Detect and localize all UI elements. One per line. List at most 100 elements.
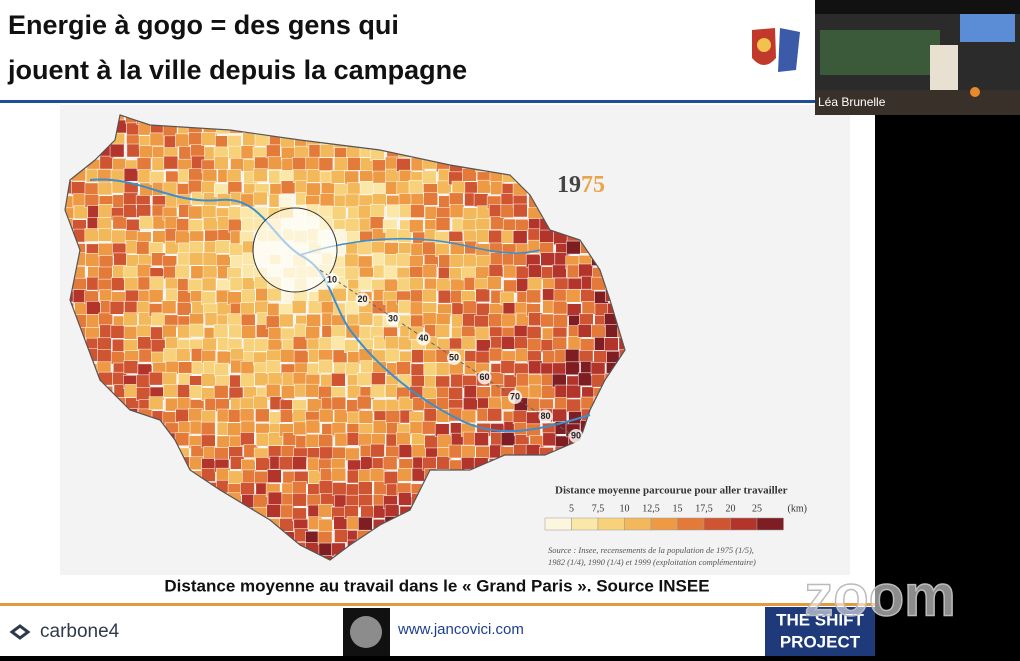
commune <box>148 289 164 303</box>
commune <box>126 143 142 158</box>
commune <box>203 217 218 231</box>
commune <box>305 433 321 448</box>
commune <box>358 410 374 424</box>
legend-swatch <box>571 517 599 531</box>
commune <box>334 529 349 543</box>
ring-label: 50 <box>449 352 459 362</box>
commune <box>293 349 309 364</box>
commune <box>162 372 177 386</box>
ring-label-bg <box>508 390 522 404</box>
commune <box>526 289 541 304</box>
legend-title: Distance moyenne parcourue pour aller tr… <box>555 485 788 497</box>
commune <box>318 359 333 374</box>
commune <box>344 253 360 268</box>
commune <box>370 443 385 458</box>
commune <box>565 361 580 376</box>
commune <box>437 289 453 304</box>
commune <box>253 206 268 221</box>
commune <box>110 325 126 339</box>
commune <box>436 456 451 470</box>
commune <box>577 372 593 387</box>
commune <box>448 387 463 401</box>
commune <box>177 324 192 339</box>
commune <box>372 252 387 267</box>
commune <box>356 395 372 410</box>
commune <box>255 432 271 447</box>
commune <box>136 204 151 218</box>
commune <box>254 470 269 485</box>
commune <box>279 409 295 423</box>
commune <box>331 206 347 220</box>
commune <box>359 181 375 195</box>
commune <box>581 301 597 315</box>
commune <box>123 192 138 207</box>
commune <box>126 122 141 137</box>
commune <box>165 360 181 375</box>
commune <box>487 276 502 290</box>
commune <box>278 456 294 470</box>
commune <box>396 253 411 267</box>
commune <box>318 337 334 351</box>
commune <box>201 291 216 305</box>
commune <box>382 456 398 470</box>
commune <box>475 446 490 460</box>
commune <box>175 230 190 245</box>
commune <box>331 396 347 411</box>
commune <box>501 336 516 350</box>
commune <box>163 383 178 398</box>
commune <box>463 385 479 399</box>
commune <box>421 170 437 185</box>
legend-unit: (km) <box>788 503 807 514</box>
commune <box>369 216 385 230</box>
commune <box>344 218 360 233</box>
commune <box>111 277 126 291</box>
commune <box>422 386 438 401</box>
website-link[interactable]: www.jancovici.com <box>397 621 524 638</box>
commune <box>304 383 320 398</box>
commune <box>422 312 438 326</box>
commune <box>123 277 139 291</box>
commune <box>254 338 269 352</box>
commune <box>384 504 400 519</box>
commune <box>345 447 360 462</box>
commune <box>125 218 141 233</box>
commune <box>291 300 307 314</box>
commune <box>333 157 349 171</box>
commune <box>372 170 388 185</box>
commune <box>305 419 321 434</box>
commune <box>540 313 555 328</box>
commune <box>292 157 307 171</box>
commune <box>488 229 503 244</box>
commune <box>84 182 100 197</box>
commune <box>318 434 334 448</box>
commune <box>149 132 165 147</box>
commune <box>202 265 218 279</box>
ring-label: 80 <box>540 411 550 421</box>
commune <box>123 204 138 218</box>
commune <box>176 301 192 316</box>
commune <box>278 194 294 209</box>
commune <box>150 339 166 353</box>
commune <box>423 349 438 364</box>
legend-tick: 7,5 <box>592 503 605 514</box>
carbone4-text: carbone4 <box>40 621 120 642</box>
commune <box>99 155 115 170</box>
commune <box>267 469 282 483</box>
commune <box>462 207 478 221</box>
source-note: 1982 (1/4), 1990 (1/4) et 1999 (exploita… <box>548 557 756 567</box>
source-note: Source : Insee, recensements de la popul… <box>548 545 754 555</box>
commune <box>449 254 465 268</box>
commune <box>98 266 113 281</box>
commune <box>109 143 125 158</box>
commune <box>124 300 139 315</box>
webcam: Léa Brunelle <box>815 0 1020 115</box>
university-logo <box>752 28 800 72</box>
commune <box>255 457 271 471</box>
commune <box>215 240 230 254</box>
commune <box>514 336 529 350</box>
commune <box>370 384 386 398</box>
commune <box>476 229 491 243</box>
legend-swatch <box>624 517 652 531</box>
commune <box>475 350 491 365</box>
commune <box>566 398 581 413</box>
